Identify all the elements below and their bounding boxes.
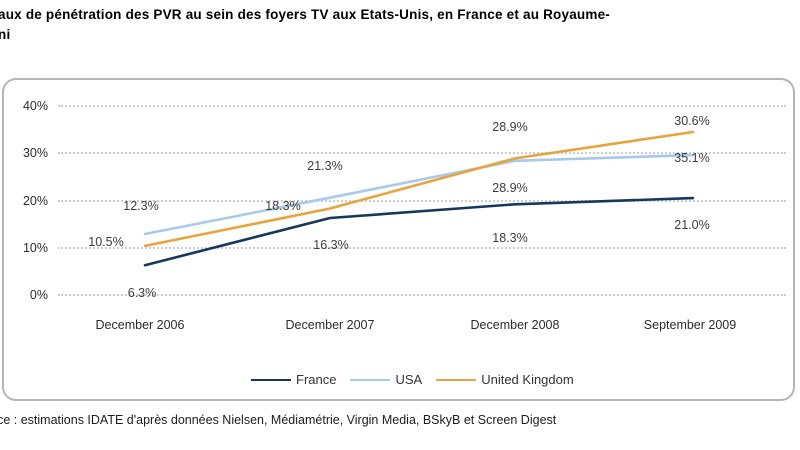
legend-label-usa: USA <box>395 372 423 387</box>
data-point-label: 6.3% <box>127 286 157 300</box>
legend-label-united-kingdom: United Kingdom <box>481 372 574 387</box>
y-axis-tick-label-40: 40% <box>22 99 48 113</box>
data-point-label: 18.3% <box>265 199 301 213</box>
series-line-united-kingdom <box>143 130 695 248</box>
chart-frame <box>2 78 795 401</box>
data-point-label: 16.3% <box>313 238 349 252</box>
legend-swatch-usa <box>350 378 391 381</box>
chart-title-line-1: aux de pénétration des PVR au sein des f… <box>0 7 610 22</box>
series-line-usa <box>143 153 695 236</box>
gridline-10 <box>58 246 786 249</box>
y-axis-tick-label-30: 30% <box>22 146 48 161</box>
legend-item-united-kingdom: United Kingdom <box>436 372 583 387</box>
gridline-0 <box>58 294 786 296</box>
x-axis-category-label-december-2007: December 2007 <box>285 318 375 332</box>
legend-label-france: France <box>296 372 337 387</box>
data-point-label: 28.9% <box>492 120 528 134</box>
data-point-label: 18.3% <box>492 231 528 245</box>
gridline-30 <box>58 152 786 155</box>
data-point-label: 12.3% <box>123 199 159 213</box>
legend-swatch-united-kingdom <box>436 378 477 381</box>
data-point-label: 21.3% <box>307 159 343 173</box>
legend-swatch-france <box>251 378 291 381</box>
gridline-20 <box>58 199 786 202</box>
x-axis-category-label-december-2006: December 2006 <box>95 318 185 332</box>
legend-item-france: France <box>251 372 345 387</box>
data-point-label: 35.1% <box>674 151 710 165</box>
gridline-40 <box>58 105 786 107</box>
legend: France USA United Kingdom <box>251 372 583 387</box>
x-axis-category-label-december-2008: December 2008 <box>470 318 560 332</box>
x-axis-category-label-september-2009: September 2009 <box>643 318 737 332</box>
source-note: urce : estimations IDATE d'après données… <box>0 413 557 427</box>
y-axis-tick-label-20: 20% <box>22 193 48 208</box>
legend-item-usa: USA <box>350 372 431 387</box>
data-point-label: 28.9% <box>492 181 528 195</box>
series-line-france <box>143 196 695 267</box>
data-point-label: 30.6% <box>674 114 710 128</box>
chart-title-line-2: ni <box>0 27 11 42</box>
y-axis-tick-label-10: 10% <box>22 240 48 255</box>
data-point-label: 10.5% <box>88 235 124 249</box>
data-point-label: 21.0% <box>674 218 710 232</box>
y-axis-tick-label-0: 0% <box>29 288 48 302</box>
